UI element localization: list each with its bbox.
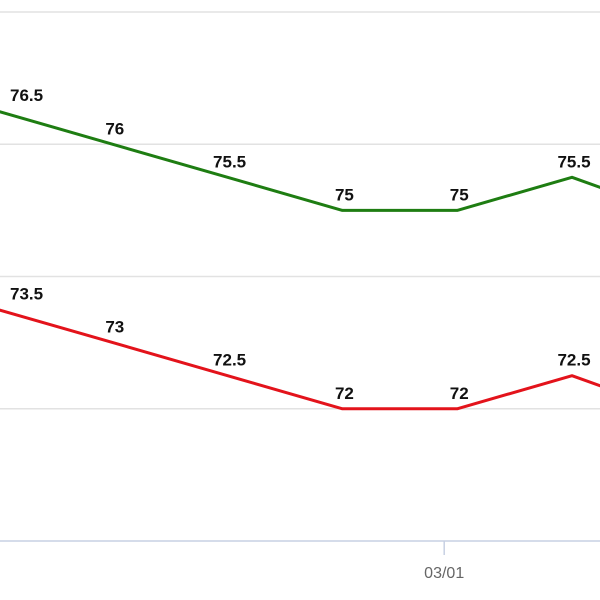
data-label: 73 <box>105 318 124 337</box>
x-tick-label: 03/01 <box>424 565 464 582</box>
data-label: 75 <box>450 185 469 204</box>
data-label: 72 <box>450 384 469 403</box>
data-label: 72.5 <box>557 351 590 370</box>
data-label: 76.5 <box>10 86 43 105</box>
gridlines <box>0 11 600 410</box>
x-axis: 03/01 <box>0 540 600 582</box>
data-label: 75.5 <box>213 152 246 171</box>
series-group <box>0 110 600 411</box>
data-label: 72.5 <box>213 351 246 370</box>
data-label: 75.5 <box>557 152 590 171</box>
series-line-2 <box>0 308 600 411</box>
data-label: 76 <box>105 119 124 138</box>
data-label: 73.5 <box>10 285 43 304</box>
series-line-1 <box>0 110 600 212</box>
data-label: 75 <box>335 185 354 204</box>
data-labels: 76.5 76 75.5 75 75 75.5 73.5 73 72.5 72 72 72.5 <box>10 86 591 403</box>
data-label: 72 <box>335 384 354 403</box>
